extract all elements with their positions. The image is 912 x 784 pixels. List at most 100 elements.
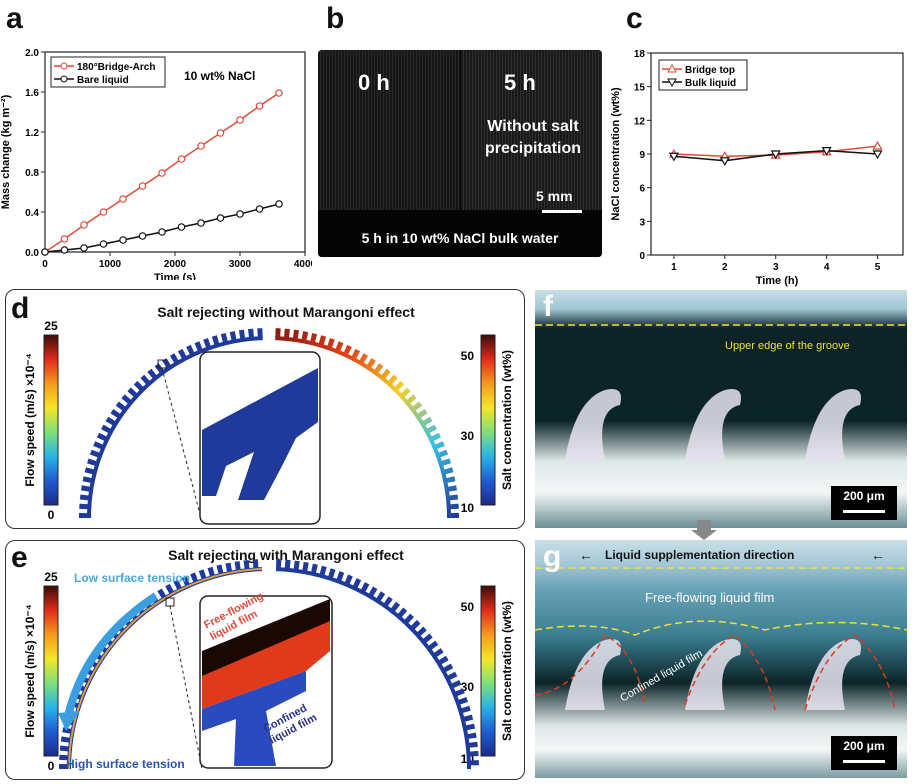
scale-label-f: 200 μm: [843, 489, 885, 503]
y-axis-label: NaCl concentration (wt%): [610, 87, 622, 221]
salt-concentration-label: Salt concentration (wt%): [500, 350, 514, 490]
inset-e-confined: [202, 671, 306, 766]
scale-box-f: 200 μm: [831, 486, 897, 520]
micrograph-g: g ← Liquid supplementation direction ← F…: [535, 540, 907, 778]
film-line: [68, 568, 263, 770]
flow-speed-colorbar: [43, 585, 59, 757]
inset-e-film: [202, 599, 330, 676]
x-axis-label: Time (h): [756, 275, 799, 287]
data-point: [216, 129, 225, 137]
chart-annotation: 10 wt% NaCl: [184, 69, 255, 83]
data-point: [119, 195, 127, 203]
flow-speed-label: Flow speed (m/s) ×10⁻⁴: [23, 604, 37, 737]
y-tick-label: 15: [634, 83, 646, 94]
x-tick-label: 3: [773, 262, 779, 273]
zoom-marker: [165, 597, 175, 607]
data-point: [60, 246, 69, 254]
title-e: Salt rejecting with Marangoni effect: [168, 547, 404, 563]
colorbar-max: 25: [44, 319, 58, 333]
y-tick-label: 0.0: [25, 248, 39, 259]
legend-label: 180°Bridge-Arch: [77, 62, 155, 73]
caption-b: 5 h in 10 wt% NaCl bulk water: [361, 230, 559, 246]
title-d: Salt rejecting without Marangoni effect: [157, 304, 415, 320]
salt-colorbar-tick: 50: [461, 600, 475, 614]
arch-right-teeth: [275, 559, 479, 770]
y-axis-label: Mass change (kg m⁻²): [0, 94, 12, 209]
colorbar-min: 0: [48, 759, 55, 773]
salt-colorbar-tick: 30: [461, 429, 475, 443]
legend-box: [658, 59, 748, 91]
legend-marker: [60, 62, 68, 70]
arch-right: [275, 336, 451, 519]
flow-speed-colorbar: [43, 334, 59, 506]
photo-b: 0 h 5 h Without salt precipitation 5 mm …: [318, 50, 602, 257]
y-tick-label: 2.0: [25, 48, 39, 59]
data-point: [821, 147, 832, 156]
y-tick-label: 0.4: [25, 208, 39, 219]
free-film-boundary: [535, 620, 907, 636]
data-point: [255, 102, 264, 110]
y-tick-label: 3: [639, 217, 645, 228]
groove-tooth: [565, 639, 621, 710]
data-point: [872, 140, 883, 150]
legend-label: Bare liquid: [77, 75, 129, 86]
panel-label-e: e: [11, 541, 28, 574]
x-tick-label: 2000: [164, 259, 187, 270]
data-point: [80, 244, 88, 252]
tension-arrowhead-icon: [58, 711, 80, 731]
x-tick-label: 3000: [229, 259, 252, 270]
arrow-left-icon: ←: [871, 547, 885, 563]
legend-marker: [667, 78, 677, 88]
scale-label-b: 5 mm: [536, 188, 573, 204]
data-point: [668, 152, 679, 162]
salt-colorbar-tick: 10: [461, 501, 475, 515]
direction-label: Liquid supplementation direction: [605, 548, 795, 562]
zoom-line: [169, 605, 203, 770]
data-point: [99, 240, 108, 248]
x-axis-label: Time (s): [154, 272, 196, 280]
y-tick-label: 6: [639, 184, 645, 195]
scale-box-g: 200 μm: [831, 736, 897, 770]
groove-tooth: [685, 639, 741, 710]
data-point: [60, 235, 69, 243]
data-point: [719, 157, 730, 166]
down-arrow-icon: [697, 520, 711, 530]
legend-label: Bridge top: [685, 65, 735, 76]
data-point: [138, 232, 147, 240]
panel-e: e Salt rejecting with Marangoni effect 2…: [5, 540, 525, 780]
data-point: [872, 150, 883, 160]
x-tick-label: 0: [42, 259, 48, 270]
data-point: [119, 236, 127, 244]
confined-film-boundary: [535, 634, 896, 711]
data-point: [158, 228, 166, 236]
panel-label-a: a: [6, 2, 23, 35]
data-point: [255, 205, 264, 213]
salt-concentration-label: Salt concentration (wt%): [500, 601, 514, 741]
legend-marker: [60, 75, 68, 83]
arch-right-teeth: [275, 328, 459, 519]
x-tick-label: 2: [722, 262, 728, 273]
data-point: [80, 221, 88, 229]
high-tension-label: High surface tension: [66, 757, 185, 771]
groove-tooth: [805, 639, 861, 710]
data-point: [138, 182, 147, 190]
data-point: [216, 214, 225, 222]
flow-speed-label: Flow speed (m/s) ×10⁻⁴: [23, 353, 37, 486]
data-point: [177, 223, 186, 231]
panel-label-b: b: [326, 2, 345, 35]
arch-left-teeth: [79, 328, 263, 519]
y-tick-label: 0: [639, 251, 645, 262]
panel-label-d: d: [11, 292, 30, 325]
x-tick-label: 5: [875, 262, 881, 273]
note-without-salt: Without salt precipitation: [484, 118, 581, 157]
data-point: [275, 200, 283, 208]
panel-label-g: g: [543, 540, 562, 573]
x-tick-label: 4: [824, 262, 830, 273]
x-tick-label: 1000: [99, 259, 122, 270]
salt-colorbar-tick: 50: [461, 349, 475, 363]
data-point: [41, 248, 49, 256]
